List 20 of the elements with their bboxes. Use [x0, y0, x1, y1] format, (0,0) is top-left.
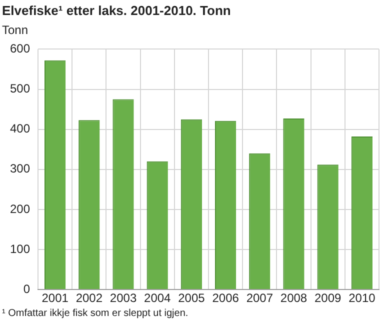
- y-tick-label: 100: [10, 242, 30, 256]
- x-tick-label: 2004: [144, 291, 172, 306]
- y-tick-label: 600: [10, 42, 30, 56]
- y-axis-title: Tonn: [2, 23, 28, 37]
- x-tick-label: 2010: [348, 291, 376, 306]
- text: ¹ Omfattar ikkje fisk som er sleppt ut igjen.: [2, 308, 188, 319]
- chart-title: Elvefiske¹ etter laks. 2001-2010. Tonn: [2, 3, 231, 18]
- y-tick-label: 300: [10, 162, 30, 176]
- y-tick-label: 400: [10, 122, 30, 136]
- x-tick-label: 2002: [76, 291, 103, 306]
- x-tick-label: 2003: [110, 291, 137, 306]
- x-tick-label: 2006: [212, 291, 240, 306]
- x-tick-label: 2007: [246, 291, 274, 306]
- x-tick-label: 2008: [280, 291, 308, 306]
- x-tick-label: 2005: [178, 291, 206, 306]
- y-tick-label: 500: [10, 82, 30, 96]
- y-tick-label: 200: [10, 202, 30, 216]
- x-tick-label: 2009: [314, 291, 342, 306]
- x-tick-label: 2001: [42, 291, 69, 306]
- y-tick-label: 0: [23, 282, 30, 296]
